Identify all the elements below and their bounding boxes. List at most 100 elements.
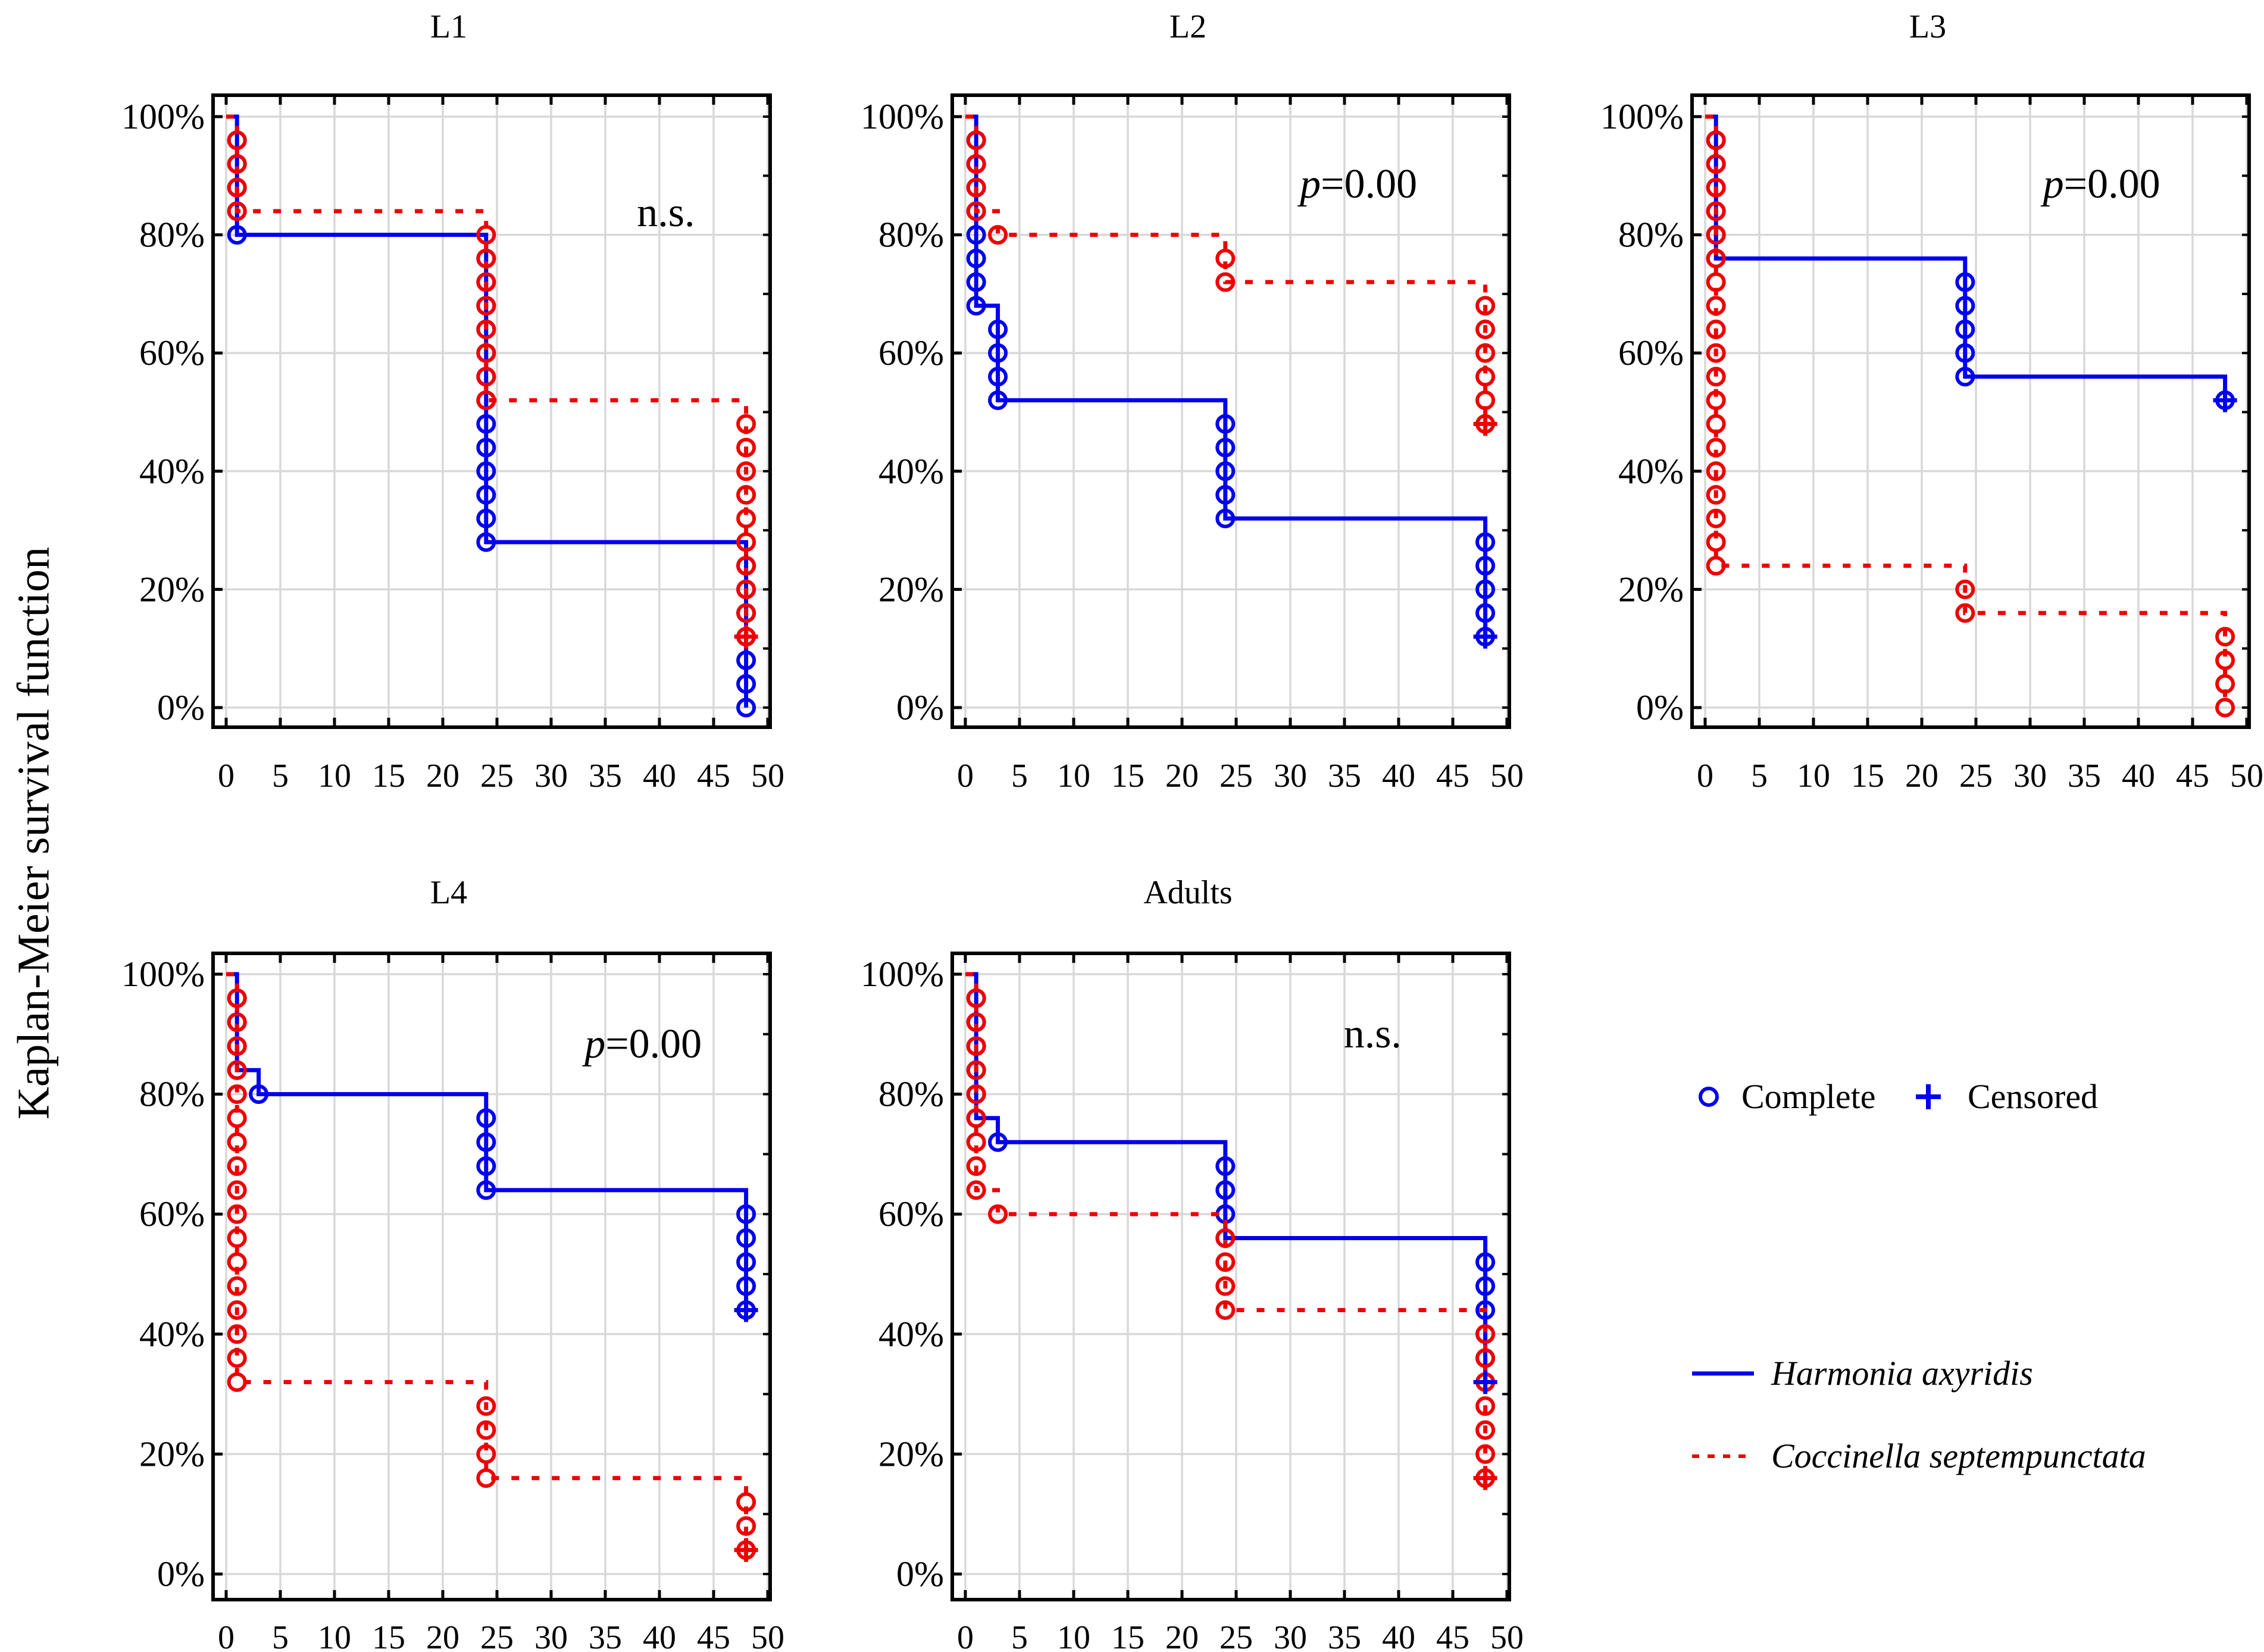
panel-adults: 0 5 10 15 20 25 30 35 40 45 50 0% 20% 40% 60% 80% 100% [861,952,1524,1652]
annotation-italic-part: p [2043,161,2064,208]
y-tick-labels: 0% 20% 40% 60% 80% 100% [861,955,944,1594]
svg-text:10: 10 [318,1619,351,1652]
series-harmonia-axyridis [965,972,1496,1392]
censored-markers [1473,1370,1497,1394]
svg-text:100%: 100% [1600,97,1684,136]
svg-text:100%: 100% [121,955,205,994]
svg-text:20%: 20% [878,1434,944,1473]
svg-text:50: 50 [1490,1619,1524,1652]
gridlines [213,95,770,727]
complete-markers [227,130,756,647]
gridlines [952,953,1509,1600]
svg-text:0%: 0% [157,688,205,727]
svg-text:30: 30 [1274,758,1307,794]
legend-harmonia-label: Harmonia axyridis [1771,1354,2033,1393]
svg-text:45: 45 [697,758,730,794]
x-tick-labels: 0 5 10 15 20 25 30 35 40 45 50 [218,758,784,794]
svg-text:0: 0 [218,1619,234,1652]
svg-text:15: 15 [372,758,405,794]
censored-markers [1473,1466,1497,1490]
panel-title-adults: Adults [1143,874,1233,911]
svg-text:25: 25 [480,758,514,794]
y-tick-labels: 0% 20% 40% 60% 80% 100% [861,97,944,727]
svg-text:25: 25 [1219,758,1253,794]
annotation-plain-part: n.s. [637,189,695,236]
svg-text:15: 15 [1851,758,1884,794]
complete-marker-icon [1699,1087,1719,1107]
y-tick-labels: 0% 20% 40% 60% 80% 100% [1600,97,1684,727]
censored-markers [1473,412,1497,436]
svg-text:45: 45 [2176,758,2209,794]
harmonia-solid-line-icon [1692,1371,1754,1376]
svg-text:25: 25 [1959,758,1993,794]
svg-text:0%: 0% [896,1554,944,1594]
svg-text:100%: 100% [861,97,944,136]
svg-text:25: 25 [480,1619,514,1652]
y-tick-labels: 0% 20% 40% 60% 80% 100% [121,97,205,727]
plot-frame [1690,93,2251,729]
censored-markers [2213,388,2237,412]
panel-annotation-adults: n.s. [1344,1010,1402,1058]
series-coccinella-septempunctata [1705,114,2235,718]
censored-markers [734,1538,758,1562]
gridlines [952,95,1509,727]
svg-text:10: 10 [1057,758,1090,794]
svg-text:50: 50 [751,758,784,794]
panel-l4: 0 5 10 15 20 25 30 35 40 45 50 0% 20% 40% 60% 80% 100% [121,952,784,1652]
svg-text:40%: 40% [139,1315,205,1354]
panel-l1: 0 5 10 15 20 25 30 35 40 45 50 0% 20% 40% 60% 80% 100% [121,93,784,794]
gridlines [213,953,770,1600]
svg-text:40%: 40% [878,452,944,491]
svg-text:40: 40 [643,758,676,794]
axis-ticks [213,95,770,727]
svg-text:40: 40 [643,1619,676,1652]
series-coccinella-septempunctata [965,972,1496,1488]
plot-frame [211,952,772,1601]
survival-step-line [226,972,749,1550]
svg-text:30: 30 [534,1619,568,1652]
svg-text:5: 5 [272,758,289,794]
svg-text:35: 35 [589,758,622,794]
survival-step-line [226,114,749,708]
svg-text:0%: 0% [896,688,944,727]
svg-text:60%: 60% [878,333,944,373]
x-tick-labels: 0 5 10 15 20 25 30 35 40 45 50 [957,1619,1524,1652]
svg-text:30: 30 [534,758,568,794]
svg-text:45: 45 [1436,758,1469,794]
panel-title-l3: L3 [1909,8,1947,45]
svg-text:0: 0 [957,1619,974,1652]
svg-text:100%: 100% [121,97,205,136]
svg-text:60%: 60% [1618,333,1684,373]
panel-annotation-l4: p=0.00 [584,1021,702,1068]
panel-annotation-l1: n.s. [637,189,695,237]
svg-text:40: 40 [1382,758,1415,794]
panel-l3: 0 5 10 15 20 25 30 35 40 45 50 0% 20% 40% 60% 80% 100% [1600,93,2263,794]
axis-ticks [1692,95,2249,727]
svg-text:0%: 0% [1636,688,1684,727]
svg-text:5: 5 [272,1619,289,1652]
annotation-plain-part: =0.00 [2063,161,2160,208]
panel-title-l4: L4 [430,874,468,911]
svg-text:10: 10 [318,758,351,794]
annotation-plain-part: n.s. [1343,1010,1402,1057]
svg-text:50: 50 [2230,758,2263,794]
svg-text:0: 0 [957,758,974,794]
svg-text:0: 0 [1697,758,1713,794]
x-tick-labels: 0 5 10 15 20 25 30 35 40 45 50 [218,1619,784,1652]
svg-text:30: 30 [2013,758,2047,794]
svg-text:40: 40 [1382,1619,1415,1652]
svg-text:35: 35 [589,1619,622,1652]
complete-markers [966,130,1496,647]
svg-text:35: 35 [1328,758,1361,794]
svg-text:20%: 20% [139,1434,205,1473]
x-tick-labels: 0 5 10 15 20 25 30 35 40 45 50 [957,758,1524,794]
legend-coccinella-label: Coccinella septempunctata [1771,1437,2146,1475]
svg-text:40%: 40% [878,1315,944,1354]
svg-text:80%: 80% [878,215,944,255]
svg-text:20: 20 [426,758,459,794]
svg-text:50: 50 [751,1619,784,1652]
censored-markers [734,624,758,649]
svg-text:20%: 20% [139,570,205,609]
complete-markers [227,988,756,1560]
svg-text:0%: 0% [157,1554,205,1594]
